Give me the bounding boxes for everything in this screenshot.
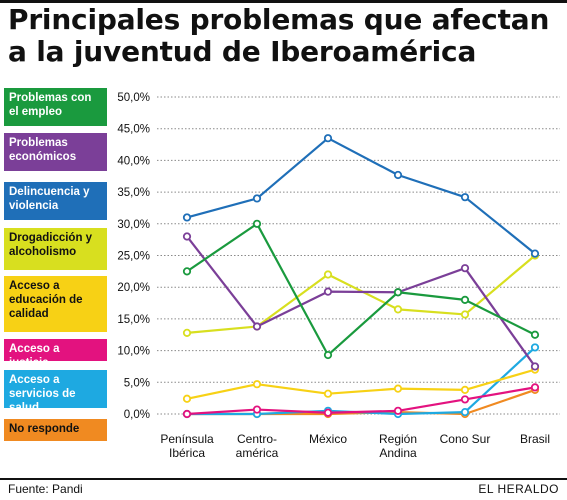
y-tick-label: 25,0% xyxy=(117,251,150,263)
data-point xyxy=(393,305,403,314)
chart-title-line-2: a la juventud de Iberoamérica xyxy=(8,35,477,68)
x-tick-label: Península Ibérica xyxy=(160,432,214,460)
legend-label-line: alcoholismo xyxy=(9,246,77,258)
series-line xyxy=(186,222,536,357)
data-point xyxy=(460,193,470,202)
data-point xyxy=(182,394,192,403)
data-point xyxy=(182,213,192,222)
x-tick-label: Región Andina xyxy=(379,432,417,460)
legend-label-line: violencia xyxy=(9,200,59,212)
x-tick-label: Centro-américa xyxy=(236,432,279,460)
data-point xyxy=(530,362,540,371)
data-point xyxy=(182,232,192,241)
y-tick-label: 15,0% xyxy=(117,314,150,326)
data-point xyxy=(530,383,540,392)
x-tick-label: Brasil xyxy=(520,432,550,446)
legend-label-line: Problemas con xyxy=(9,92,92,104)
legend-label-line: el empleo xyxy=(9,106,63,118)
legend-label-line: Drogadicción y xyxy=(9,232,93,244)
data-point xyxy=(393,406,403,415)
data-point xyxy=(393,170,403,180)
y-tick-label: 20,0% xyxy=(117,282,150,294)
legend-label-line: No responde xyxy=(9,423,80,435)
series-line xyxy=(186,368,536,400)
y-tick-label: 10,0% xyxy=(117,346,150,358)
legend-item: Problemas económicos xyxy=(4,133,107,171)
data-point xyxy=(252,219,262,228)
legend-label-line: Acceso a xyxy=(9,280,60,292)
series-line xyxy=(186,235,536,368)
legend-label-line: Problemas xyxy=(9,137,68,149)
data-point xyxy=(323,270,333,279)
bottom-rule xyxy=(0,478,567,480)
data-point xyxy=(323,134,333,143)
legend-label-line: Delincuencia y xyxy=(9,186,90,198)
data-point xyxy=(323,389,333,398)
data-point xyxy=(323,350,333,360)
y-tick-label: 30,0% xyxy=(117,219,150,231)
y-tick-label: 50,0% xyxy=(117,92,150,104)
data-point xyxy=(530,330,540,339)
data-point xyxy=(530,343,540,352)
chart-title-line-1: Principales problemas que afectan xyxy=(8,3,550,36)
top-rule xyxy=(0,0,567,3)
y-tick-label: 45,0% xyxy=(117,124,150,136)
brand-label: EL HERALDO xyxy=(478,482,559,496)
data-point xyxy=(252,405,262,414)
data-point xyxy=(182,267,192,276)
legend-item: Delincuencia y violencia xyxy=(4,182,107,220)
data-point xyxy=(323,408,333,417)
legend-label-line: económicos xyxy=(9,151,77,163)
legend-item: Acceso a servicios de salud xyxy=(4,370,107,414)
legend-item: Acceso a educación de calidad xyxy=(4,276,107,332)
source-note: Fuente: Pandi xyxy=(8,482,83,496)
data-point xyxy=(460,385,470,395)
legend-label-line: Acceso a xyxy=(9,374,60,386)
data-point xyxy=(393,288,403,297)
y-tick-label: 35,0% xyxy=(117,187,150,199)
data-point xyxy=(182,328,192,337)
data-point xyxy=(393,384,403,393)
data-point xyxy=(460,407,470,417)
legend-item: Drogadicción y alcoholismo xyxy=(4,228,107,270)
series-line xyxy=(186,137,536,255)
data-point xyxy=(460,395,470,404)
data-point xyxy=(460,295,470,304)
data-point xyxy=(323,287,333,296)
chart-title: Principales problemas que afectan a la j… xyxy=(8,4,563,68)
legend-label-line: Acceso a justicia xyxy=(9,343,60,369)
x-tick-label: Cono Sur xyxy=(440,432,491,446)
series-line xyxy=(187,346,536,416)
x-tick-label: México xyxy=(309,432,347,446)
y-tick-label: 0,0% xyxy=(124,409,150,421)
y-tick-label: 40,0% xyxy=(117,155,150,167)
legend-item: Acceso a justicia xyxy=(4,339,107,369)
data-point xyxy=(252,380,262,389)
data-point xyxy=(252,194,262,203)
series-line xyxy=(186,386,536,416)
data-point xyxy=(460,310,470,319)
data-point xyxy=(530,249,540,258)
data-point xyxy=(182,409,192,419)
data-point xyxy=(252,322,262,331)
data-point xyxy=(460,264,470,273)
legend-label-line: servicios de salud xyxy=(9,388,76,414)
y-tick-label: 5,0% xyxy=(124,377,150,389)
legend-item: Problemas con el empleo xyxy=(4,88,107,126)
legend-item: No responde xyxy=(4,419,107,441)
legend-label-line: calidad xyxy=(9,308,49,320)
legend-label-line: educación de xyxy=(9,294,83,306)
